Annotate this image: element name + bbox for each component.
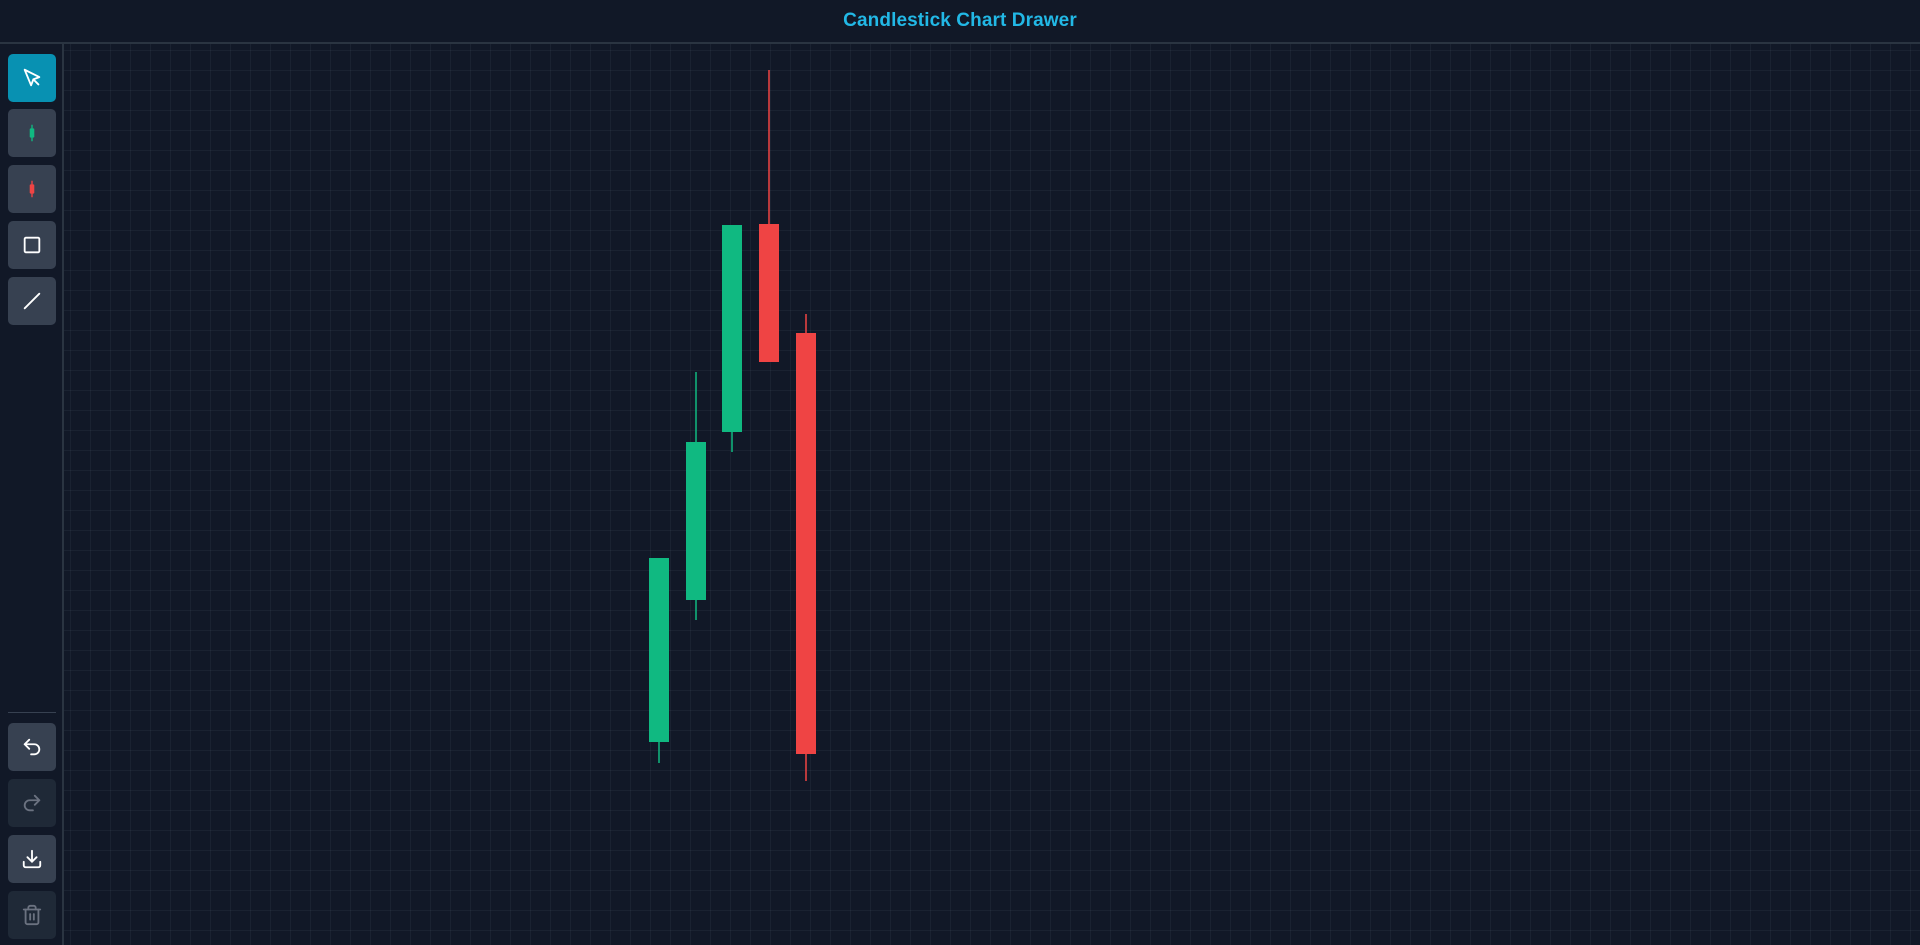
candle-up[interactable] <box>722 225 742 452</box>
select-tool-button[interactable] <box>8 54 56 102</box>
header-bar: Candlestick Chart Drawer <box>0 0 1920 44</box>
undo-arrow-icon <box>21 736 43 758</box>
candle-up[interactable] <box>649 558 669 763</box>
line-tool-button[interactable] <box>8 277 56 325</box>
undo-button[interactable] <box>8 723 56 771</box>
toolbar-divider <box>8 712 56 713</box>
clear-button[interactable] <box>8 891 56 939</box>
download-button[interactable] <box>8 835 56 883</box>
candlestick-chart <box>649 70 816 781</box>
red-candle-icon <box>21 178 43 200</box>
square-icon <box>21 234 43 256</box>
download-icon <box>21 848 43 870</box>
candle-body <box>796 333 816 754</box>
rectangle-tool-button[interactable] <box>8 221 56 269</box>
tool-sidebar <box>0 44 64 945</box>
app-title: Candlestick Chart Drawer <box>843 10 1077 31</box>
trash-icon <box>21 904 43 926</box>
cursor-arrow-icon <box>21 67 43 89</box>
redo-arrow-icon <box>21 792 43 814</box>
bullish-candle-tool-button[interactable] <box>8 109 56 157</box>
candle-body <box>686 442 706 600</box>
redo-button[interactable] <box>8 779 56 827</box>
bearish-candle-tool-button[interactable] <box>8 165 56 213</box>
candle-down[interactable] <box>759 70 779 362</box>
candle-body <box>722 225 742 432</box>
candle-body <box>759 224 779 362</box>
diagonal-line-icon <box>21 290 43 312</box>
green-candle-icon <box>21 122 43 144</box>
candle-down[interactable] <box>796 314 816 781</box>
drawing-canvas[interactable] <box>64 44 1920 945</box>
candle-body <box>649 558 669 742</box>
candle-up[interactable] <box>686 372 706 620</box>
